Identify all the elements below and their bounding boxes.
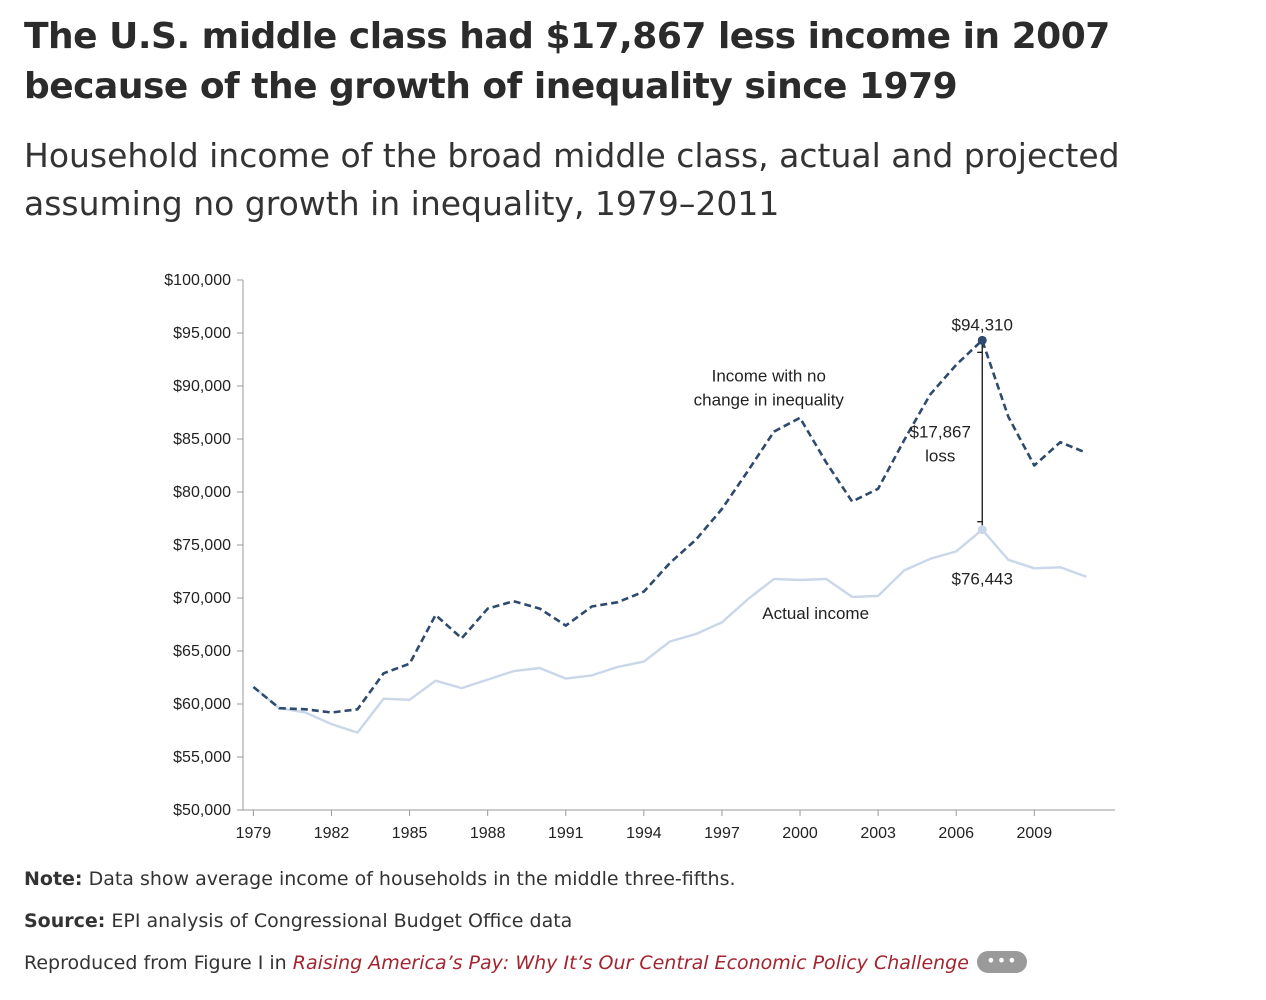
gap-label-amount: $17,867 xyxy=(910,423,971,442)
y-tick-label: $55,000 xyxy=(173,749,231,766)
source-label: Source: xyxy=(24,910,106,932)
chart-subtitle: Household income of the broad middle cla… xyxy=(24,136,1120,223)
x-tick-label: 2003 xyxy=(860,825,896,842)
reproduced-prefix: Reproduced from Figure I in xyxy=(24,952,293,974)
x-tick-label: 2006 xyxy=(938,825,974,842)
source-text: EPI analysis of Congressional Budget Off… xyxy=(105,910,573,932)
x-tick-label: 1982 xyxy=(314,825,350,842)
x-tick-label: 1979 xyxy=(236,825,272,842)
note-label: Note: xyxy=(24,868,83,890)
y-tick-label: $100,000 xyxy=(164,272,231,289)
actual-peak-label: $76,443 xyxy=(952,570,1013,589)
x-tick-label: 1994 xyxy=(626,825,662,842)
y-tick-label: $65,000 xyxy=(173,643,231,660)
projected-peak-point xyxy=(977,335,987,345)
actual-peak-point xyxy=(977,525,987,535)
y-tick-label: $95,000 xyxy=(173,325,231,342)
x-tick-label: 1985 xyxy=(392,825,428,842)
note-line: Note: Data show average income of househ… xyxy=(24,868,736,890)
actual-income-line xyxy=(252,528,1087,734)
projected-peak-label: $94,310 xyxy=(952,315,1013,334)
x-tick-label: 1988 xyxy=(470,825,506,842)
x-tick-label: 2009 xyxy=(1017,825,1053,842)
y-tick-label: $70,000 xyxy=(173,590,231,607)
chart-title: The U.S. middle class had $17,867 less i… xyxy=(24,16,1110,107)
projected-series-label-line1: Income with no xyxy=(712,366,826,385)
y-tick-label: $50,000 xyxy=(173,802,231,819)
y-tick-label: $85,000 xyxy=(173,431,231,448)
more-options-button[interactable]: ••• xyxy=(976,950,1027,973)
y-tick-label: $80,000 xyxy=(173,484,231,501)
y-tick-label: $75,000 xyxy=(173,537,231,554)
y-tick-label: $90,000 xyxy=(173,378,231,395)
actual-series-label: Actual income xyxy=(762,604,869,623)
note-text: Data show average income of households i… xyxy=(82,868,736,890)
projected-income-line xyxy=(252,339,1087,714)
x-tick-label: 1997 xyxy=(704,825,740,842)
y-tick-label: $60,000 xyxy=(173,696,231,713)
reproduced-line: Reproduced from Figure I in Raising Amer… xyxy=(24,950,1027,975)
line-chart: $50,000 $55,000 $60,000 $65,000 $70,000 $75,0… xyxy=(164,272,1115,842)
x-tick-label: 1991 xyxy=(548,825,584,842)
projected-series-label-line2: change in inequality xyxy=(694,390,845,409)
source-line: Source: EPI analysis of Congressional Bu… xyxy=(24,910,572,932)
x-tick-label: 2000 xyxy=(782,825,818,842)
report-link[interactable]: Raising America’s Pay: Why It’s Our Cent… xyxy=(292,952,969,974)
gap-label-loss: loss xyxy=(925,447,955,466)
